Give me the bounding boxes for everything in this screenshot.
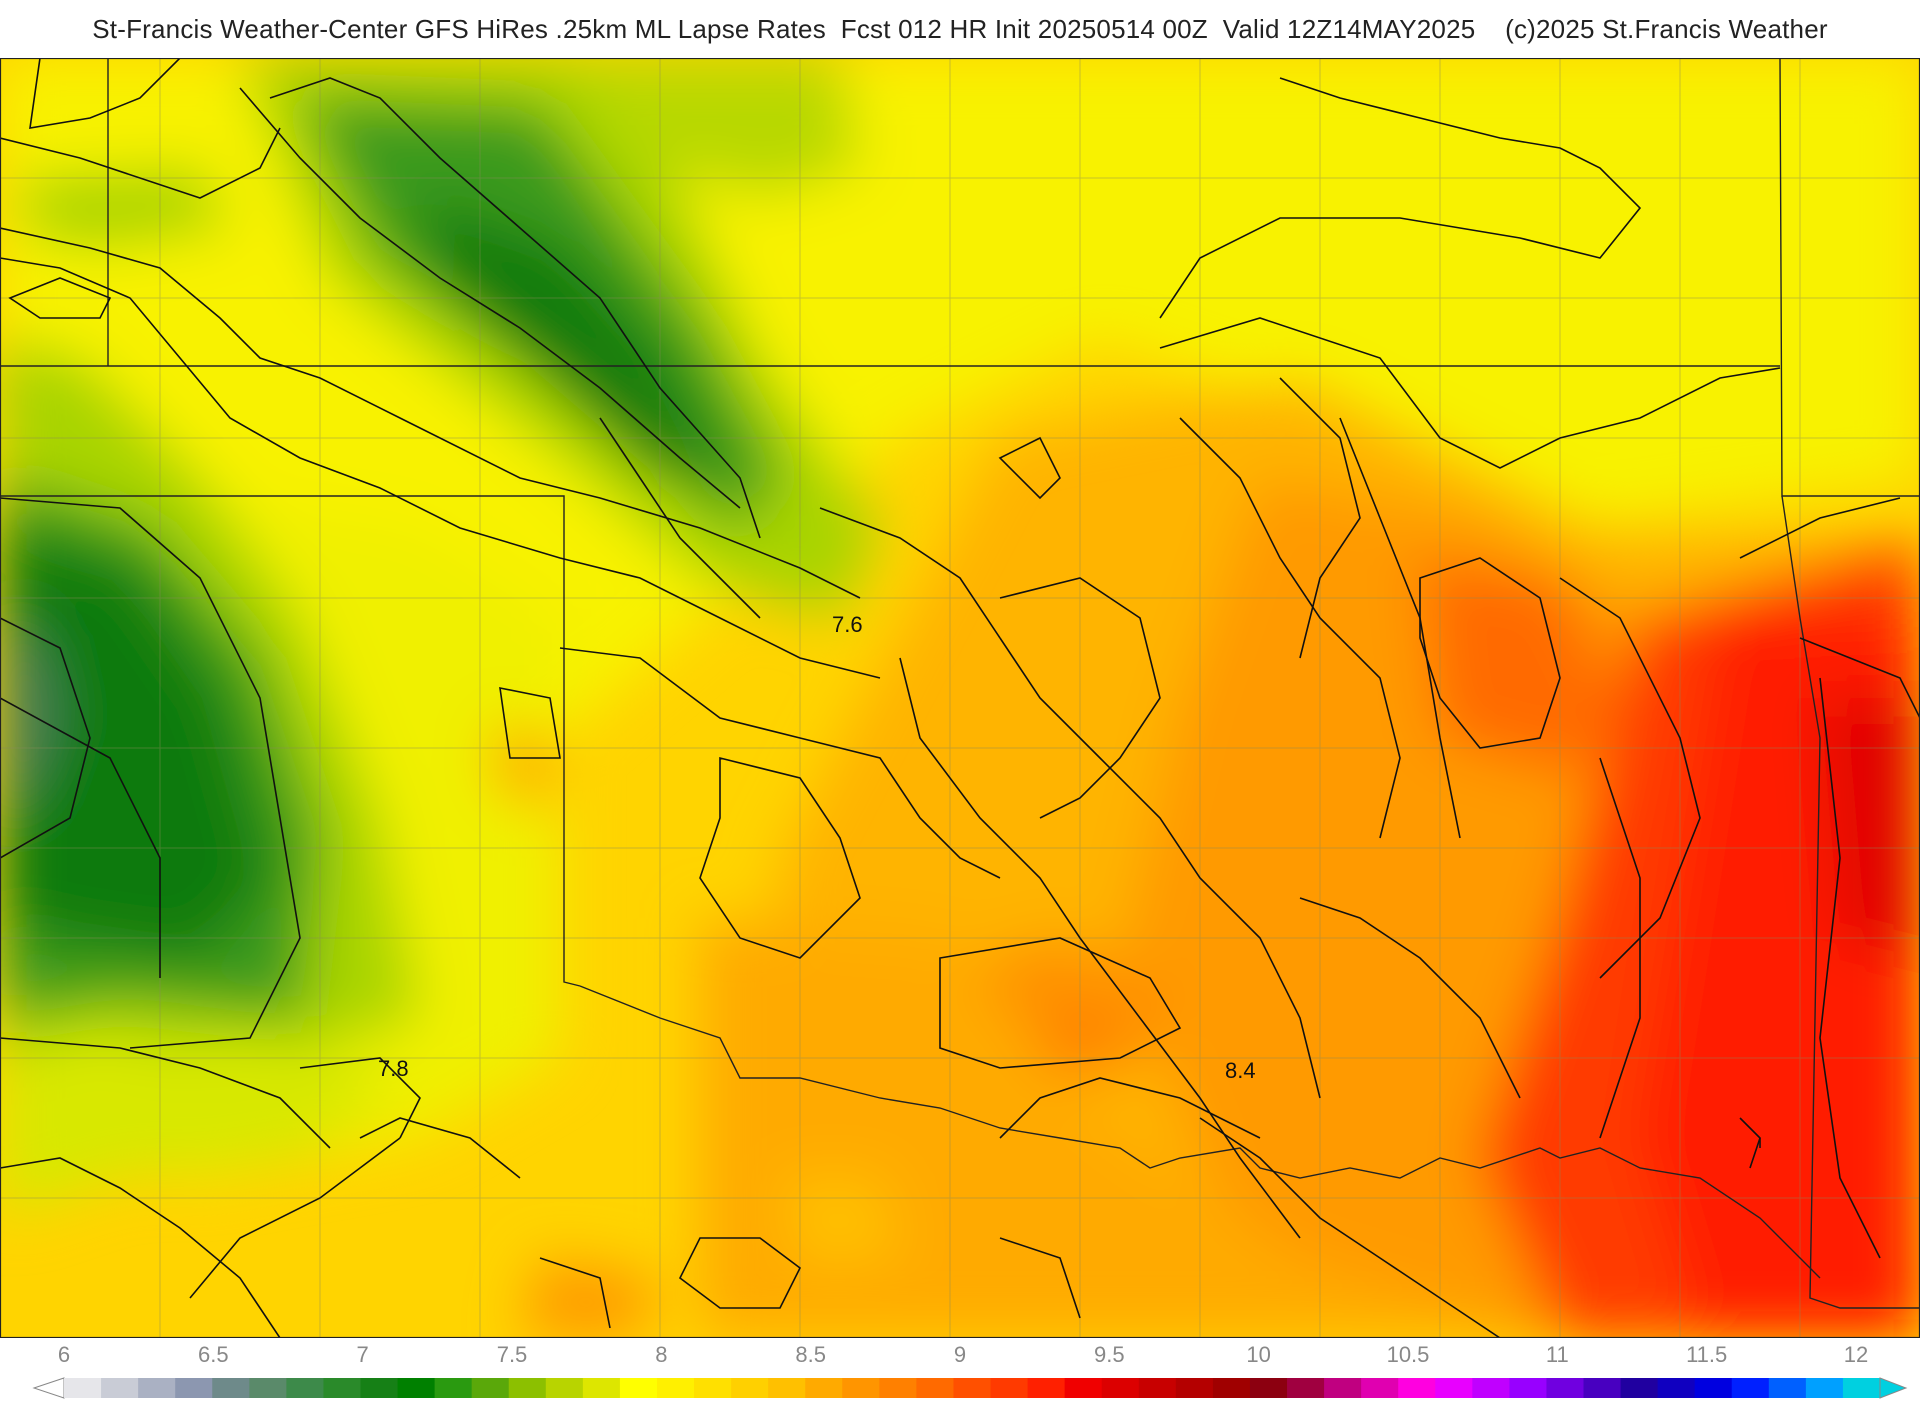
colorbar-arrow-left — [32, 1377, 65, 1399]
colorbar-swatch — [842, 1378, 880, 1398]
colorbar-swatch — [731, 1378, 769, 1398]
field-shading — [0, 58, 1920, 1338]
colorbar-tick-label: 9.5 — [1094, 1342, 1125, 1367]
colorbar-tick-labels: 6 6.5 7 7.5 8 8.5 9 9.5 10 10.5 11 11.5 12 — [0, 1342, 1920, 1372]
colorbar-swatch — [1805, 1378, 1844, 1398]
colorbar — [0, 1376, 1920, 1400]
colorbar-swatch — [1842, 1378, 1881, 1398]
colorbar-swatch — [545, 1378, 584, 1398]
colorbar-swatch — [1212, 1378, 1251, 1398]
state-borders — [0, 58, 1920, 1309]
colorbar-swatch — [1324, 1378, 1362, 1398]
colorbar-tick-label: 11 — [1545, 1342, 1569, 1367]
colorbar-swatch — [508, 1378, 547, 1398]
colorbar-swatch — [249, 1378, 287, 1398]
colorbar-swatch — [805, 1378, 843, 1398]
colorbar-tick-label: 12 — [1843, 1342, 1869, 1367]
colorbar-swatch — [1101, 1378, 1140, 1398]
contours — [0, 58, 1920, 1338]
colorbar-swatch — [175, 1378, 213, 1398]
colorbar-swatch — [64, 1378, 102, 1398]
colorbar-swatch — [360, 1378, 399, 1398]
colorbar-swatch — [471, 1378, 510, 1398]
colorbar-swatch — [1694, 1378, 1733, 1398]
colorbar-arrow-right — [1879, 1377, 1908, 1399]
colorbar-tick-label: 6.5 — [198, 1342, 229, 1367]
colorbar-swatch — [1731, 1378, 1770, 1398]
colorbar-swatch — [1175, 1378, 1214, 1398]
colorbar-swatch — [138, 1378, 176, 1398]
colorbar-swatch — [1249, 1378, 1288, 1398]
colorbar-swatch — [1361, 1378, 1399, 1398]
colorbar-swatch — [434, 1378, 473, 1398]
colorbar-tick-label: 10 — [1246, 1342, 1271, 1367]
colorbar-swatch — [990, 1378, 1029, 1398]
colorbar-tick-label: 11.5 — [1686, 1342, 1728, 1367]
colorbar-swatch — [1546, 1378, 1585, 1398]
colorbar-swatch — [916, 1378, 954, 1398]
colorbar-tick-label: 10.5 — [1386, 1342, 1430, 1367]
colorbar-swatch — [694, 1378, 732, 1398]
colorbar-swatch — [768, 1378, 806, 1398]
colorbar-swatch — [953, 1378, 992, 1398]
colorbar-swatch — [1398, 1378, 1436, 1398]
map-title: St-Francis Weather-Center GFS HiRes .25k… — [92, 14, 1828, 44]
contour-label: 7.8 — [378, 1056, 409, 1081]
colorbar-swatch — [397, 1378, 436, 1398]
colorbar-swatch — [1768, 1378, 1807, 1398]
lapse-rate-map: 7.6 7.8 8.4 — [0, 58, 1920, 1338]
colorbar-swatch — [212, 1378, 250, 1398]
colorbar-swatch — [1027, 1378, 1066, 1398]
colorbar-swatch — [1509, 1378, 1547, 1398]
colorbar-swatch — [286, 1378, 324, 1398]
colorbar-swatch — [1472, 1378, 1510, 1398]
colorbar-tick-label: 6 — [57, 1342, 71, 1367]
colorbar-tick-label: 7.5 — [496, 1342, 528, 1367]
colorbar-tick-label: 8.5 — [795, 1342, 826, 1367]
colorbar-swatch — [323, 1378, 361, 1398]
colorbar-tick-label: 9 — [953, 1342, 967, 1367]
colorbar-swatch — [1064, 1378, 1103, 1398]
colorbar-swatch — [1138, 1378, 1177, 1398]
colorbar-swatch — [1620, 1378, 1659, 1398]
contour-label: 8.4 — [1225, 1058, 1256, 1083]
colorbar-swatch — [1287, 1378, 1325, 1398]
colorbar-tick-label: 8 — [655, 1342, 668, 1367]
colorbar-swatch — [1657, 1378, 1696, 1398]
colorbar-tick-label: 7 — [356, 1342, 369, 1367]
colorbar-swatch — [1583, 1378, 1622, 1398]
colorbar-swatch — [656, 1378, 695, 1398]
colorbar-swatch — [879, 1378, 917, 1398]
colorbar-swatch — [101, 1378, 139, 1398]
colorbar-swatch — [582, 1378, 621, 1398]
colorbar-swatch — [1435, 1378, 1473, 1398]
colorbar-swatch — [619, 1378, 658, 1398]
contour-label: 7.6 — [832, 612, 863, 637]
county-lines — [0, 58, 1920, 1338]
